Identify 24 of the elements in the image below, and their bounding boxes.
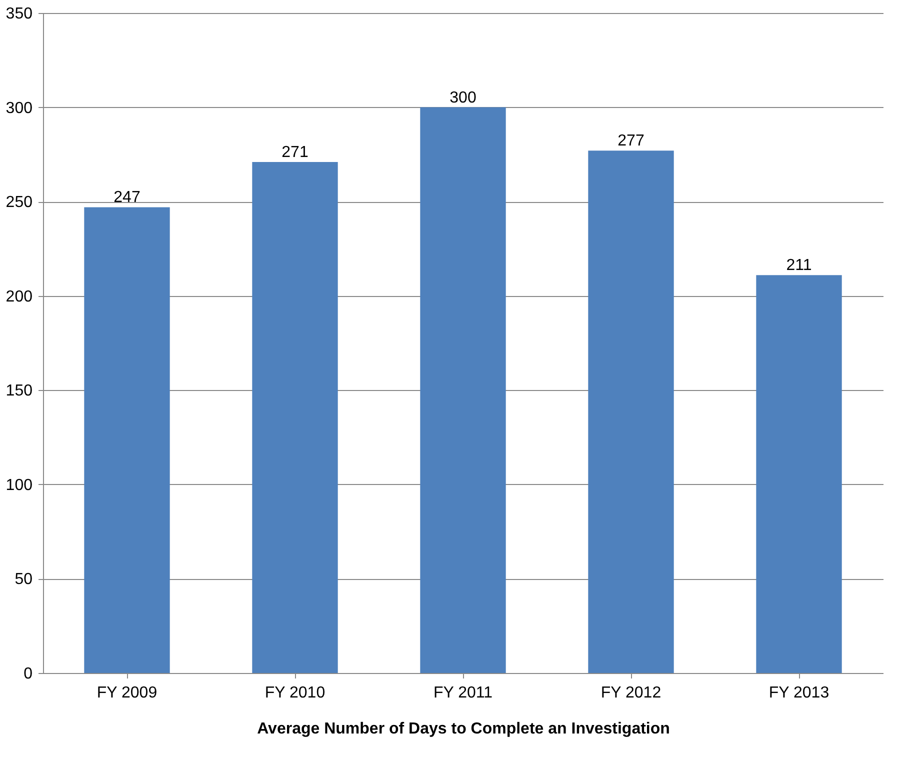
y-tick-label: 150 <box>6 382 33 400</box>
y-tick-label: 300 <box>6 100 33 117</box>
bar <box>588 150 674 673</box>
x-tick-label: FY 2009 <box>96 684 158 702</box>
data-label: 277 <box>618 132 644 150</box>
data-label: 247 <box>114 189 140 206</box>
x-tick-label: FY 2013 <box>768 684 830 702</box>
y-tick-label: 250 <box>6 194 33 212</box>
y-tick-label: 200 <box>6 288 33 306</box>
y-tick-label: 350 <box>6 6 33 22</box>
x-tick-label: FY 2012 <box>600 684 662 702</box>
bar <box>420 107 506 673</box>
x-tick-label: FY 2010 <box>264 684 326 702</box>
data-label: 300 <box>450 89 476 106</box>
y-tick-label: 50 <box>14 571 33 588</box>
x-tick-label: FY 2011 <box>433 684 493 702</box>
y-tick-label: 100 <box>6 476 33 494</box>
y-tick-label: 0 <box>24 666 33 682</box>
data-label: 211 <box>786 257 812 274</box>
x-axis-title: Average Number of Days to Complete an Investigation <box>257 720 670 738</box>
bar <box>84 207 170 673</box>
bar <box>756 275 842 673</box>
data-label: 271 <box>282 144 308 161</box>
bar <box>252 162 338 673</box>
